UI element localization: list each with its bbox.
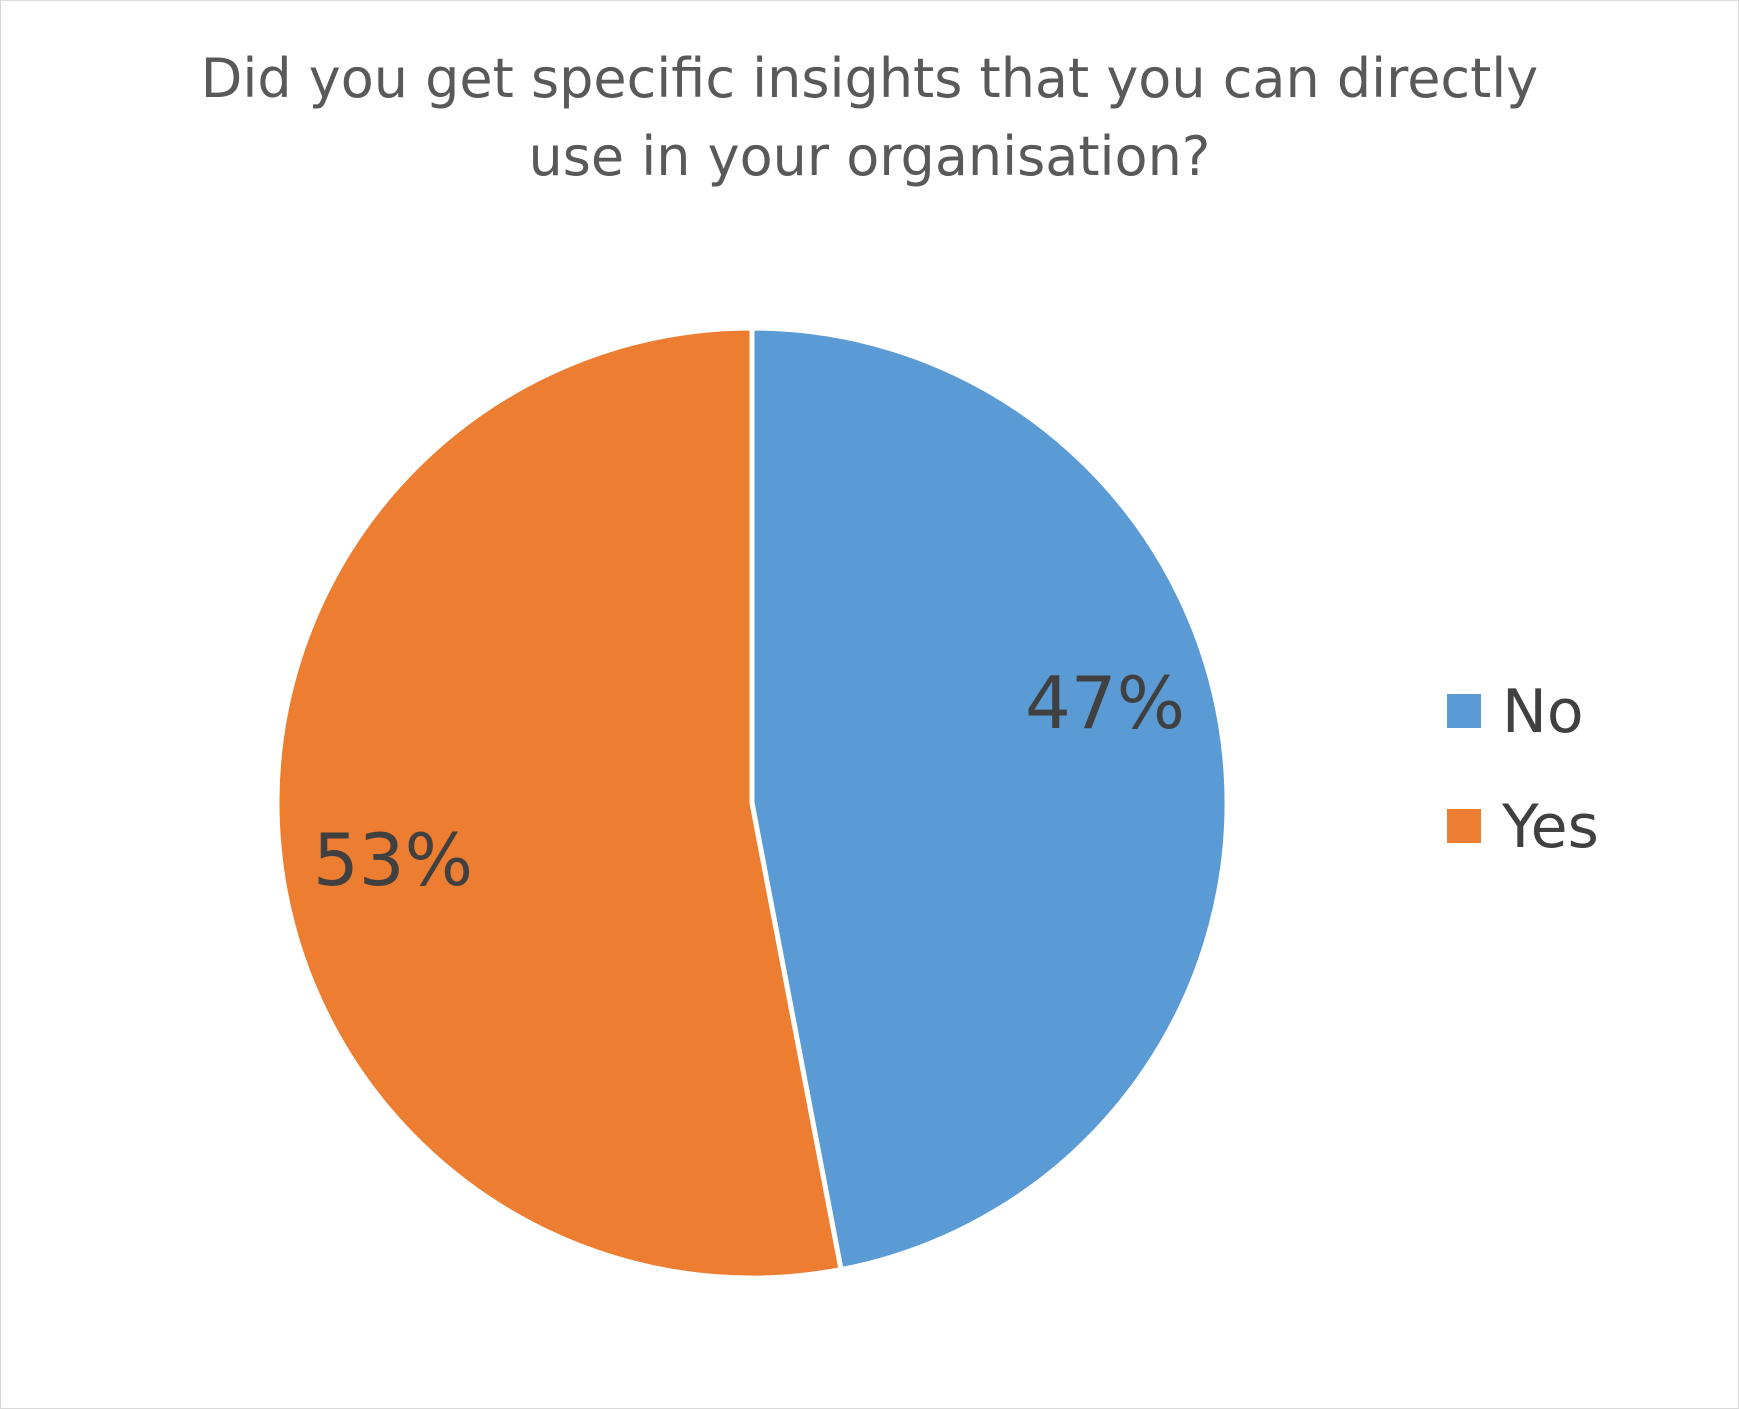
legend-label-yes: Yes bbox=[1501, 792, 1599, 862]
chart-title-line-2: use in your organisation? bbox=[528, 125, 1211, 188]
legend-swatch-yes bbox=[1447, 809, 1481, 843]
pie-slice-no bbox=[749, 325, 1230, 1273]
pie-slice-yes bbox=[274, 325, 844, 1281]
legend: No Yes bbox=[1447, 677, 1599, 862]
legend-label-no: No bbox=[1502, 677, 1584, 747]
data-label-no: 47% bbox=[1025, 661, 1185, 745]
pie-slices bbox=[274, 325, 1230, 1281]
legend-swatch-no bbox=[1447, 694, 1481, 728]
chart-title: Did you get specific insights that you c… bbox=[0, 40, 1739, 196]
chart-title-line-1: Did you get specific insights that you c… bbox=[200, 47, 1539, 110]
data-label-yes: 53% bbox=[313, 818, 473, 902]
pie-data-labels: 47% 53% bbox=[313, 661, 1185, 902]
